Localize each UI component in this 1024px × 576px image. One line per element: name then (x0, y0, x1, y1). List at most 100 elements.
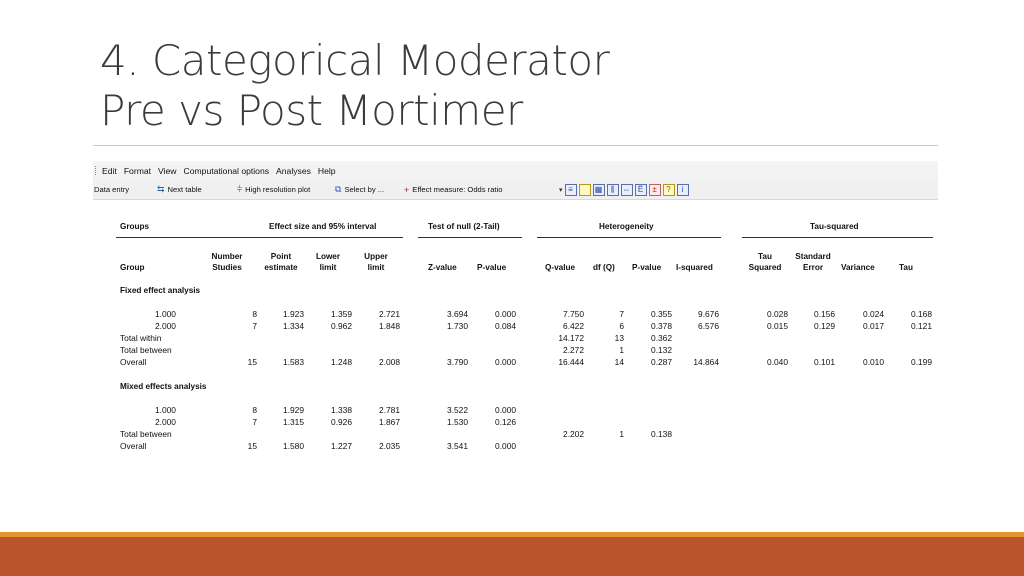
footer-band (0, 537, 1024, 576)
decimal-icon[interactable]: Ë (634, 183, 647, 196)
cell-p: 0.000 (495, 309, 516, 319)
blank-view-icon[interactable] (578, 183, 591, 196)
select-by-button[interactable]: ⧉ Select by ... (335, 184, 404, 195)
cell-z: 1.530 (447, 417, 468, 427)
title-line-2: Pre vs Post Mortimer (100, 86, 523, 135)
menu-format[interactable]: Format (123, 165, 152, 176)
col-header-df-q: df (Q) (593, 263, 615, 272)
col-header-p-value-q: P-value (632, 263, 662, 272)
effect-measure-icon: + (404, 184, 410, 195)
toolbar: Data entry ⇆ Next table ⫩ High resolutio… (93, 180, 938, 200)
cell-df: 14 (614, 357, 624, 367)
title-divider (93, 145, 938, 146)
col-header-point-estimate: Point estimate (264, 252, 298, 272)
group-header-heterogeneity: Heterogeneity (599, 222, 654, 231)
row-group-label: Overall (120, 441, 147, 451)
cell-pq: 0.138 (651, 429, 672, 439)
group-header-groups: Groups (120, 222, 150, 231)
cell-q: 2.202 (563, 429, 584, 439)
col-header-upper-limit: Upper limit (364, 252, 388, 272)
help-icon[interactable]: ? (662, 183, 675, 196)
cell-pt: 1.580 (283, 441, 304, 451)
row-group-label: 1.000 (155, 405, 176, 415)
cell-t2: 0.040 (767, 357, 788, 367)
high-resolution-plot-button[interactable]: ⫩ High resolution plot (237, 184, 335, 195)
columns-icon[interactable]: ⫼ (606, 183, 619, 196)
header-rule-null (418, 237, 522, 238)
cell-pq: 0.132 (651, 345, 672, 355)
row-group-label: 2.000 (155, 417, 176, 427)
cell-q: 7.750 (563, 309, 584, 319)
menu-computational-options[interactable]: Computational options (183, 165, 270, 176)
next-table-button[interactable]: ⇆ Next table (157, 184, 237, 195)
slide-title: 4. Categorical Moderator Pre vs Post Mor… (100, 36, 610, 136)
menu-view[interactable]: View (158, 165, 177, 176)
menu-help[interactable]: Help (317, 165, 336, 176)
cell-lo: 0.926 (331, 417, 352, 427)
group-header-test-of-null: Test of null (2-Tail) (428, 222, 500, 231)
cell-p: 0.000 (495, 441, 516, 451)
cell-i2: 9.676 (698, 309, 719, 319)
cell-var: 0.024 (863, 309, 884, 319)
next-table-icon: ⇆ (157, 184, 165, 194)
cell-q: 2.272 (563, 345, 584, 355)
cell-lo: 1.338 (331, 405, 352, 415)
cell-pq: 0.362 (651, 333, 672, 343)
grid-view-icon[interactable]: ▦ (592, 183, 605, 196)
row-group-label: 1.000 (155, 309, 176, 319)
col-header-standard-error: Standard Error (795, 252, 831, 272)
info-icon[interactable]: i (676, 183, 689, 196)
cell-pt: 1.334 (283, 321, 304, 331)
cell-up: 2.781 (379, 405, 400, 415)
col-header-i-squared: I-squared (676, 263, 713, 272)
cell-pt: 1.583 (283, 357, 304, 367)
cell-pq: 0.378 (651, 321, 672, 331)
row-group-label: 2.000 (155, 321, 176, 331)
cell-pq: 0.287 (651, 357, 672, 367)
header-rule-tau (742, 237, 933, 238)
list-view-icon[interactable]: ≡ (564, 183, 577, 196)
header-rule-effect (116, 237, 403, 238)
cell-pq: 0.355 (651, 309, 672, 319)
cell-n: 7 (252, 321, 257, 331)
cell-q: 16.444 (558, 357, 584, 367)
cell-n: 8 (252, 309, 257, 319)
cell-up: 2.721 (379, 309, 400, 319)
adjust-columns-icon[interactable]: ⇔ (620, 183, 633, 196)
cell-df: 1 (619, 429, 624, 439)
menu-analyses[interactable]: Analyses (276, 165, 311, 176)
cell-se: 0.156 (814, 309, 835, 319)
cell-z: 3.790 (447, 357, 468, 367)
dropdown-arrow-icon[interactable]: ▾ (559, 186, 563, 194)
cell-z: 1.730 (447, 321, 468, 331)
cell-up: 1.867 (379, 417, 400, 427)
effect-measure-button[interactable]: + Effect measure: Odds ratio (404, 185, 559, 195)
footer-accent-stripe (0, 532, 1024, 537)
row-group-label: Total within (120, 333, 162, 343)
header-rule-heterogeneity (537, 237, 721, 238)
cell-tau: 0.199 (911, 357, 932, 367)
cell-p: 0.126 (495, 417, 516, 427)
cell-df: 6 (619, 321, 624, 331)
decrease-decimals-icon[interactable]: ± (648, 183, 661, 196)
col-header-variance: Variance (841, 263, 875, 272)
toolbar-icon-group: ▾ ≡ ▦ ⫼ ⇔ Ë ± ? i (559, 183, 689, 196)
cma-screenshot: Edit Format View Computational options A… (93, 161, 938, 461)
cell-lo: 1.359 (331, 309, 352, 319)
data-entry-button[interactable]: Data entry (93, 185, 157, 194)
col-header-group: Group (120, 263, 145, 272)
cell-pt: 1.315 (283, 417, 304, 427)
section-label-mixed: Mixed effects analysis (120, 382, 207, 391)
high-resolution-plot-label: High resolution plot (245, 185, 311, 194)
title-line-1: 4. Categorical Moderator (100, 36, 610, 85)
data-entry-label: Data entry (94, 185, 130, 194)
row-group-label: Total between (120, 345, 172, 355)
col-header-p-value: P-value (477, 263, 507, 272)
cell-se: 0.101 (814, 357, 835, 367)
cell-p: 0.000 (495, 357, 516, 367)
cell-t2: 0.015 (767, 321, 788, 331)
cell-z: 3.522 (447, 405, 468, 415)
col-header-tau-squared: Tau Squared (748, 252, 782, 272)
menu-edit[interactable]: Edit (102, 165, 117, 176)
col-header-tau: Tau (899, 263, 913, 272)
